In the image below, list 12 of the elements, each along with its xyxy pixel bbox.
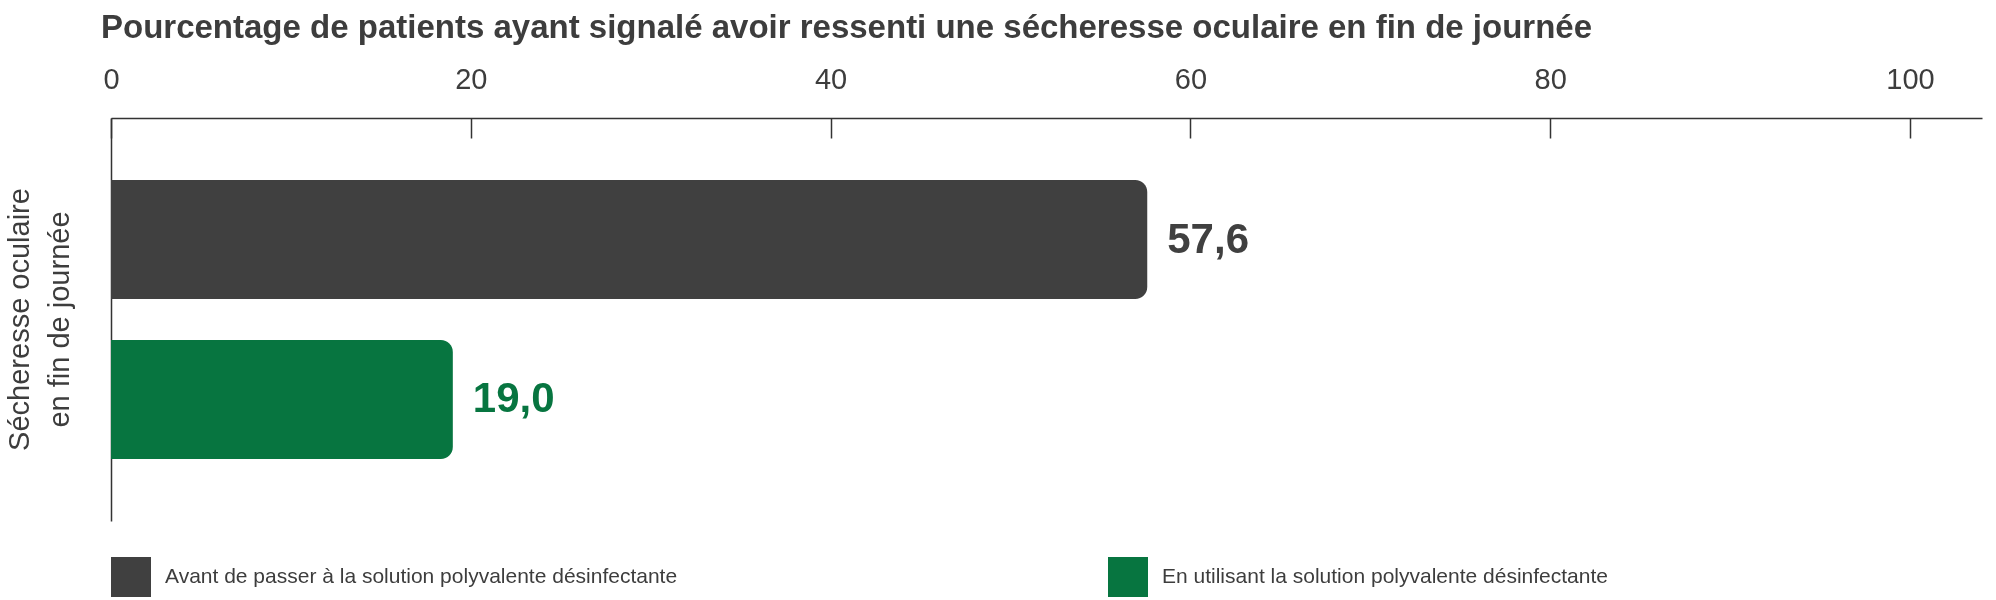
x-tick-label: 40 (814, 62, 848, 95)
legend-label: En utilisant la solution polyvalente désinfectante (1162, 564, 1608, 587)
y-tick-label: Sécheresse oculaire en fin de journée (2, 188, 75, 451)
x-tick-label: 100 (1886, 62, 1935, 95)
x-tick-label: 0 (103, 62, 120, 95)
data-label: 57,6 (1167, 214, 1249, 262)
x-tick-label: 60 (1174, 62, 1208, 95)
x-tick-label: 80 (1534, 62, 1567, 95)
x-tick-label: 20 (455, 62, 488, 95)
chart-title: Pourcentage de patients ayant signalé avoir ressenti une sécheresse oculaire en fin de journée (101, 8, 1593, 45)
legend-label: Avant de passer à la solution polyvalente désinfectante (165, 564, 678, 587)
data-label: 19,0 (472, 374, 555, 422)
